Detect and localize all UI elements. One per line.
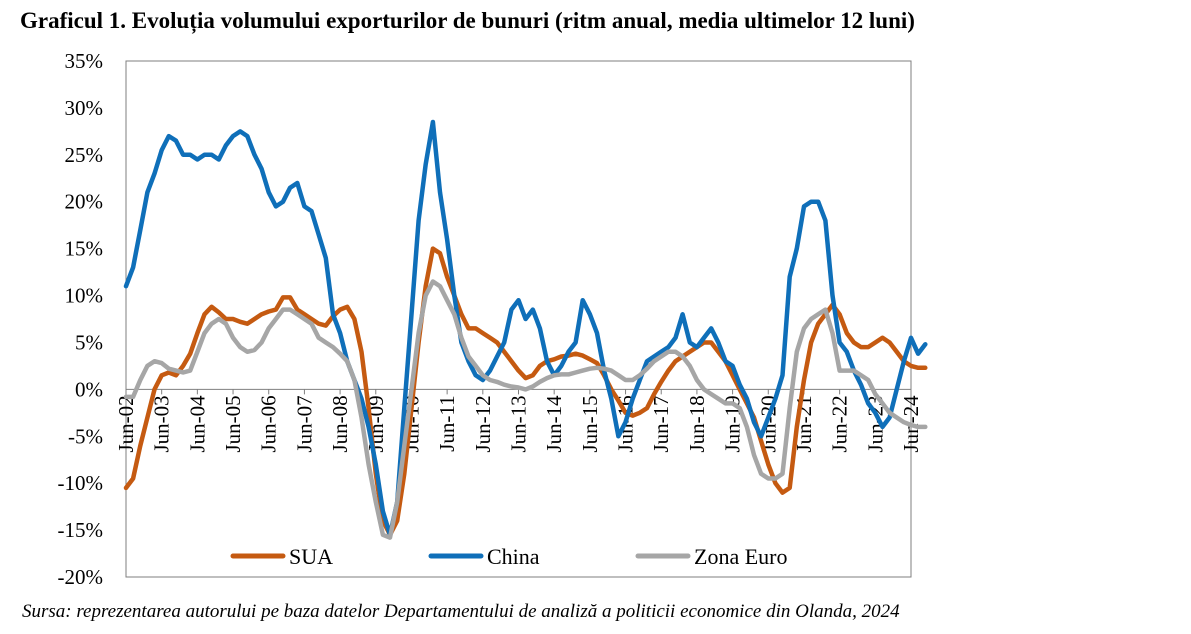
- y-tick-label: -10%: [58, 471, 104, 495]
- y-tick-label: 15%: [65, 237, 104, 261]
- y-tick-label: 0%: [75, 377, 103, 401]
- x-tick-label: Jun-13: [507, 395, 531, 452]
- x-tick-label: Jun-08: [328, 395, 352, 452]
- x-tick-label: Jun-06: [257, 395, 281, 452]
- x-tick-label: Jun-18: [685, 395, 709, 452]
- y-tick-label: 30%: [65, 96, 104, 120]
- line-chart: 35% 30% 25% 20% 15% 10% 5% 0% -5% -10% -15% -20% Ju…: [58, 49, 928, 589]
- y-tick-label: -20%: [58, 565, 104, 589]
- y-tick-label: -15%: [58, 518, 104, 542]
- x-tick-label: Jun-14: [542, 395, 566, 453]
- y-tick-label: -5%: [68, 424, 103, 448]
- x-tick-label: Jun-03: [150, 395, 174, 452]
- x-tick-label: Jun-02: [114, 395, 138, 452]
- series-line-china: [123, 119, 928, 538]
- x-tick-label: Jun-05: [221, 395, 245, 452]
- x-tick-label: Jun-12: [471, 395, 495, 452]
- x-tick-label: Jun-22: [828, 395, 852, 452]
- series-line-zona-euro: [123, 279, 928, 540]
- x-tick-label: Jun-17: [649, 395, 673, 452]
- series-line-sua: [123, 246, 928, 538]
- y-tick-label: 35%: [65, 49, 104, 73]
- plot-border: [125, 60, 912, 578]
- source-note: Sursa: reprezentarea autorului pe baza d…: [22, 601, 900, 622]
- chart-title: Graficul 1. Evoluția volumului exporturi…: [20, 8, 915, 33]
- legend: SUA China Zona Euro: [230, 544, 787, 569]
- legend-label: Zona Euro: [694, 544, 787, 569]
- x-tick-label: Jun-11: [435, 395, 459, 451]
- x-tick-label: Jun-04: [185, 395, 209, 453]
- plot-area: [125, 60, 912, 578]
- x-tick-label: Jun-15: [578, 395, 602, 452]
- y-tick-label: 5%: [75, 330, 103, 354]
- y-tick-label: 20%: [65, 190, 104, 214]
- y-axis: 35% 30% 25% 20% 15% 10% 5% 0% -5% -10% -15% -20%: [58, 49, 104, 589]
- y-tick-label: 25%: [65, 143, 104, 167]
- legend-label: SUA: [289, 544, 333, 569]
- x-tick-label: Jun-07: [292, 395, 316, 452]
- y-tick-label: 10%: [65, 284, 104, 308]
- series-lines: [123, 119, 928, 540]
- legend-label: China: [487, 544, 540, 569]
